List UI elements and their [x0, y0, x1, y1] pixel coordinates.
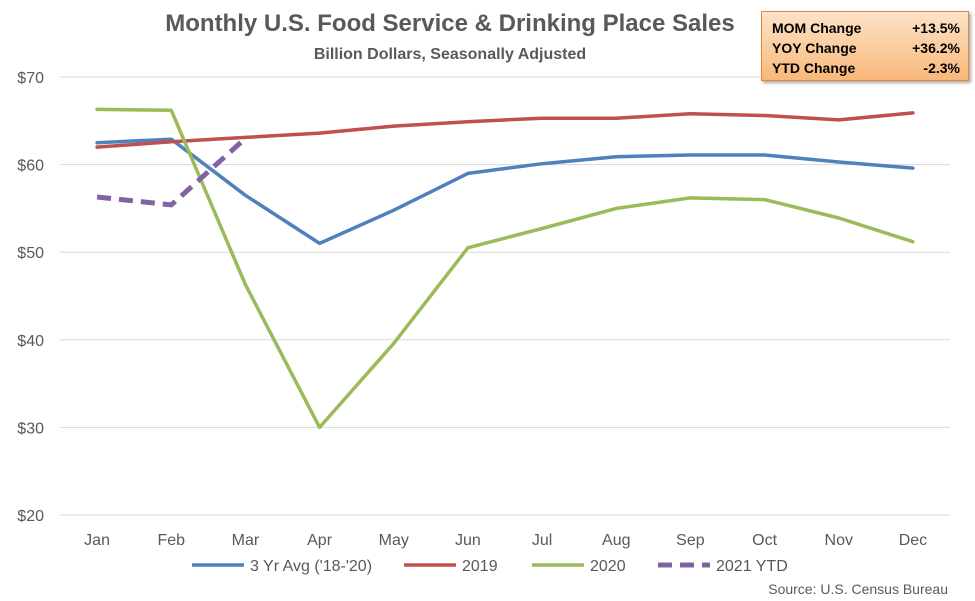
x-tick-label: Apr: [307, 532, 333, 549]
x-tick-label: Oct: [752, 532, 777, 549]
chart-title: Monthly U.S. Food Service & Drinking Pla…: [165, 10, 734, 37]
legend-label: 2020: [590, 558, 626, 575]
stats-row-yoy: YOY Change +36.2%: [772, 38, 960, 58]
y-tick-label: $30: [17, 420, 44, 437]
stat-value: +13.5%: [912, 20, 960, 36]
x-tick-label: Jan: [84, 532, 110, 549]
x-tick-label: Dec: [899, 532, 927, 549]
stats-row-ytd: YTD Change -2.3%: [772, 58, 960, 78]
series-line: [95, 107, 915, 430]
stats-row-mom: MOM Change +13.5%: [772, 18, 960, 38]
x-tick-label: Sep: [676, 532, 705, 549]
x-tick-label: Aug: [602, 532, 630, 549]
y-tick-label: $60: [17, 158, 44, 175]
x-tick-label: Feb: [157, 532, 185, 549]
stat-value: +36.2%: [912, 40, 960, 56]
gridlines: [60, 76, 950, 516]
x-tick-label: Jun: [455, 532, 481, 549]
legend-label: 2019: [462, 558, 498, 575]
chart-subtitle: Billion Dollars, Seasonally Adjusted: [314, 46, 586, 63]
series-lines: [95, 107, 915, 430]
stat-label: YTD Change: [772, 60, 856, 76]
x-axis-ticks: Jan Feb Mar Apr May Jun Jul Aug Sep Oct Nov Dec: [84, 532, 927, 549]
y-tick-label: $20: [17, 508, 44, 525]
x-tick-label: Mar: [232, 532, 260, 549]
stat-label: MOM Change: [772, 20, 862, 36]
series-line: [95, 111, 915, 149]
stat-value: -2.3%: [923, 60, 960, 76]
y-axis-ticks: $20 $30 $40 $50 $60 $70: [17, 70, 44, 525]
legend-label: 2021 YTD: [716, 558, 788, 575]
y-tick-label: $50: [17, 245, 44, 262]
source-note: Source: U.S. Census Bureau: [768, 581, 948, 597]
legend: 3 Yr Avg ('18-'20) 2019 2020 2021 YTD: [192, 558, 788, 575]
y-tick-label: $70: [17, 70, 44, 87]
x-tick-label: Nov: [825, 532, 853, 549]
x-tick-label: Jul: [532, 532, 552, 549]
legend-label: 3 Yr Avg ('18-'20): [250, 558, 372, 575]
series-line: [96, 136, 248, 208]
x-tick-label: May: [379, 532, 409, 549]
change-summary-box: MOM Change +13.5% YOY Change +36.2% YTD …: [761, 11, 969, 81]
series-line: [95, 137, 915, 246]
y-tick-label: $40: [17, 333, 44, 350]
stat-label: YOY Change: [772, 40, 857, 56]
